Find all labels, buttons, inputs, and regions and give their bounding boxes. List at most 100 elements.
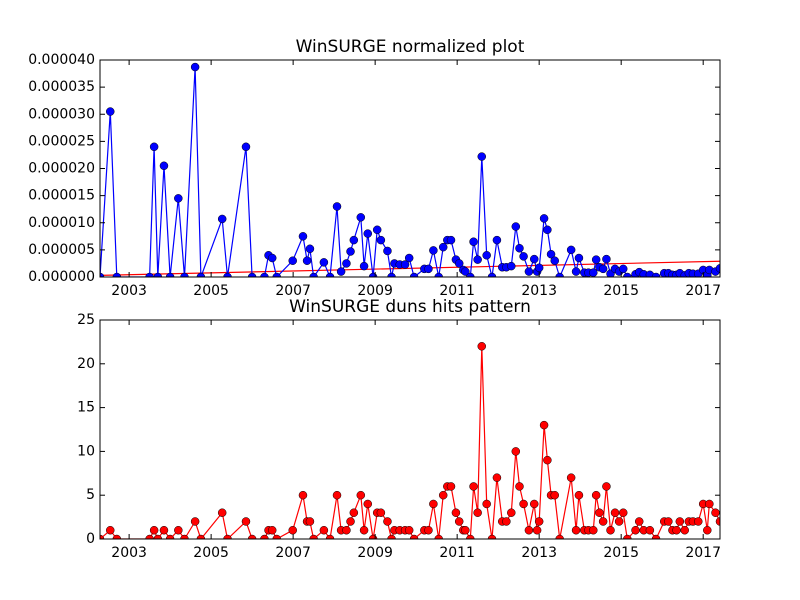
data-point xyxy=(241,517,251,526)
data-point xyxy=(461,267,470,276)
data-point xyxy=(260,272,269,277)
x-tick-label: 2005 xyxy=(193,283,229,299)
data-point xyxy=(165,272,175,277)
data-point xyxy=(618,264,628,274)
chart-title: WinSURGE normalized plot xyxy=(296,37,525,57)
data-point xyxy=(555,272,564,277)
data-point xyxy=(634,517,644,526)
data-point xyxy=(404,253,414,263)
data-point xyxy=(325,534,335,539)
data-point xyxy=(574,253,584,263)
data-point xyxy=(165,534,175,539)
data-point xyxy=(434,534,443,539)
data-point xyxy=(106,107,115,116)
data-point xyxy=(429,246,438,255)
x-tick-label: 2015 xyxy=(603,283,639,299)
trend-line xyxy=(100,260,720,276)
data-point xyxy=(145,534,154,539)
x-tick-label: 2003 xyxy=(111,545,147,561)
data-point xyxy=(598,517,608,526)
data-point xyxy=(325,272,335,277)
data-point xyxy=(645,525,655,535)
data-point xyxy=(631,525,640,535)
data-point xyxy=(529,254,539,264)
data-point xyxy=(305,244,315,254)
data-point xyxy=(519,499,528,509)
data-point xyxy=(400,260,410,269)
data-point xyxy=(342,259,351,268)
data-point xyxy=(106,525,115,535)
x-tick-label: 2009 xyxy=(357,283,393,299)
data-point xyxy=(623,534,632,539)
data-point xyxy=(511,447,521,456)
data-point xyxy=(145,272,154,277)
data-point xyxy=(694,517,703,526)
data-point xyxy=(247,534,257,539)
data-point xyxy=(492,473,502,482)
data-point xyxy=(672,525,681,535)
data-point xyxy=(487,272,497,277)
data-line xyxy=(100,346,720,539)
x-tick-label: 2011 xyxy=(439,283,475,299)
data-point xyxy=(595,508,604,517)
data-point xyxy=(461,525,470,535)
data-point xyxy=(524,525,534,535)
data-point xyxy=(272,534,281,539)
data-point xyxy=(550,256,559,265)
y-tick-label: 20 xyxy=(77,356,95,372)
data-point xyxy=(319,258,329,267)
data-point xyxy=(477,342,487,351)
data-point xyxy=(664,517,673,526)
data-point xyxy=(477,152,487,161)
data-point xyxy=(346,247,355,256)
data-point xyxy=(174,525,183,535)
data-point xyxy=(305,517,315,526)
data-point xyxy=(529,499,539,509)
x-tick-label: 2003 xyxy=(111,283,147,299)
data-point xyxy=(539,214,549,223)
y-tick-label: 0 xyxy=(86,531,95,547)
data-point xyxy=(267,525,277,535)
data-point xyxy=(288,256,297,265)
data-point xyxy=(288,525,297,535)
y-tick-label: 0.000020 xyxy=(28,161,95,177)
data-point xyxy=(319,525,329,535)
data-point xyxy=(302,256,312,265)
data-point xyxy=(469,237,478,246)
data-point xyxy=(309,272,318,277)
plot-area xyxy=(100,342,720,539)
data-point xyxy=(451,508,461,517)
x-tick-label: 2017 xyxy=(685,283,721,299)
x-tick-label: 2013 xyxy=(521,545,557,561)
data-point xyxy=(589,268,598,277)
data-point xyxy=(153,272,163,277)
x-tick-label: 2007 xyxy=(275,283,311,299)
x-tick-label: 2005 xyxy=(193,545,229,561)
data-point xyxy=(438,242,448,252)
data-point xyxy=(610,508,620,517)
data-point xyxy=(550,490,559,500)
x-tick-label: 2009 xyxy=(357,545,393,561)
data-point xyxy=(180,534,189,539)
data-point xyxy=(606,525,615,535)
data-point xyxy=(571,267,581,276)
data-point xyxy=(511,222,521,231)
data-point xyxy=(487,534,497,539)
data-point xyxy=(332,490,342,500)
data-point xyxy=(159,525,169,535)
data-point xyxy=(429,499,438,509)
y-tick-label: 5 xyxy=(86,487,95,503)
data-point xyxy=(332,202,342,211)
data-point xyxy=(376,235,386,245)
data-point xyxy=(546,249,556,259)
y-tick-label: 0.000015 xyxy=(28,188,95,204)
data-point xyxy=(387,534,396,539)
data-point xyxy=(153,534,163,539)
data-point xyxy=(372,225,382,235)
y-tick-label: 25 xyxy=(77,312,95,328)
data-point xyxy=(574,490,584,500)
y-tick-label: 0.000025 xyxy=(28,133,95,149)
data-point xyxy=(534,263,544,273)
data-point xyxy=(482,499,491,509)
x-tick-label: 2015 xyxy=(603,545,639,561)
